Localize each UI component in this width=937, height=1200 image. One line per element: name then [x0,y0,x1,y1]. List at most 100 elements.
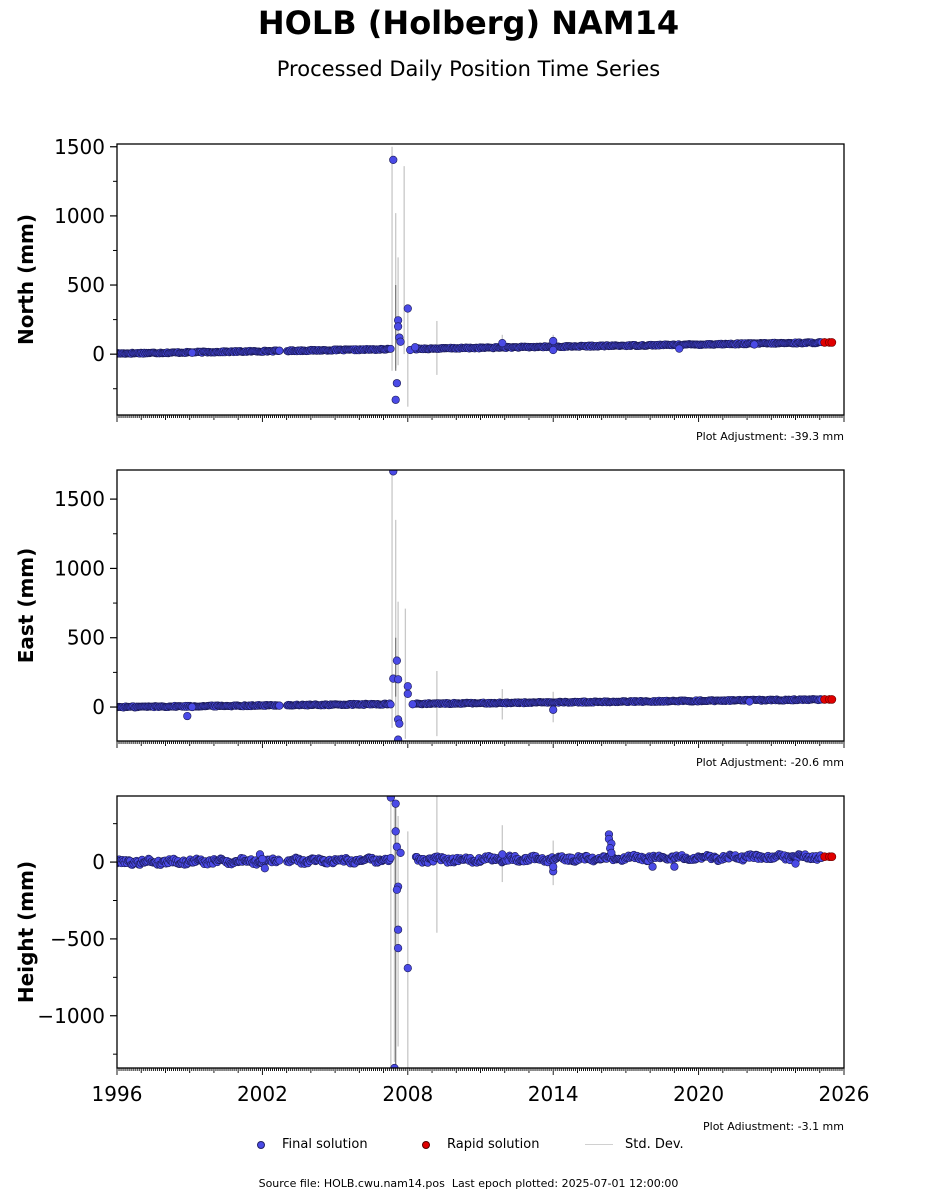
final-point [275,856,284,865]
final-point [403,689,412,698]
plot-area [117,796,837,1068]
y-tick-label: 1500 [54,135,105,159]
legend-stddev: Std. Dev. [585,1137,684,1152]
final-point [549,705,558,714]
final-point [391,395,400,404]
final-point [408,700,417,709]
plot-adjustment-note: Plot Adjustment: -3.1 mm [703,1120,844,1130]
y-tick-label: 1000 [54,204,105,228]
page-title: HOLB (Holberg) NAM14 [257,4,680,42]
y-axis-label: Height (mm) [14,861,38,1003]
final-point [392,379,401,388]
final-point [275,701,284,710]
y-tick-label: 500 [67,273,105,297]
final-point [394,675,403,684]
panel-2: −1000 −500 0 1996 2002 2008 2014 2020 2026 Height… [14,795,870,1130]
y-axis-label: North (mm) [14,214,38,345]
final-point [183,711,192,721]
final-point [392,885,401,894]
final-point [386,853,395,862]
final-solution-band [117,695,826,712]
footer-epoch: Last epoch plotted: 2025-07-01 12:00:00 [451,1177,679,1190]
final-point [745,697,754,706]
final-point [670,862,679,871]
legend-final-marker [257,1140,265,1149]
x-tick-label: 1996 [92,1082,143,1106]
final-point [188,348,197,357]
plot-adjustment-note: Plot Adjustment: -39.3 mm [696,430,844,443]
final-point [410,343,420,352]
final-point [549,345,558,355]
final-point [750,340,759,349]
panel-1: 0 500 1000 1500 East (mm) Plot Adjustment: -2… [14,469,845,769]
final-point [394,735,403,741]
x-tick-label: 2020 [673,1082,724,1106]
final-point [607,848,616,857]
y-axis-label: East (mm) [14,548,38,664]
x-tick-label: 2014 [528,1082,579,1106]
plot-adjustment-note: Plot Adjustment: -20.6 mm [696,756,844,769]
final-point [260,864,269,873]
final-point [386,344,395,353]
x-tick-label: 2008 [382,1082,433,1106]
final-point [403,304,412,313]
final-point [389,470,398,476]
rapid-point [827,852,837,862]
legend-stddev-marker [585,1144,613,1145]
final-point [403,682,412,691]
final-point [392,656,401,665]
x-tick-label: 2026 [819,1082,870,1106]
final-point [392,842,401,851]
footer: Source file: HOLB.cwu.nam14.pos Last epo… [0,1177,937,1190]
y-tick-label: 1500 [54,487,105,511]
page-subtitle: Processed Daily Position Time Series [276,57,661,81]
final-point [549,336,558,346]
legend-stddev-label: Std. Dev. [625,1137,684,1152]
final-point [395,719,404,728]
final-point [394,925,403,934]
legend-rapid: Rapid solution [422,1137,539,1152]
legend-rapid-label: Rapid solution [447,1137,540,1152]
final-point [498,339,507,348]
final-point [386,796,395,802]
final-point [188,702,197,712]
final-point [396,337,405,346]
final-point [549,862,558,871]
chart-svg: 0 500 1000 1500 North (mm) Plot Adjustment: -… [14,135,870,1130]
y-tick-label: 0 [92,695,105,719]
final-point [391,799,400,808]
y-tick-label: 500 [67,626,105,650]
footer-source: Source file: HOLB.cwu.nam14.pos [258,1177,445,1190]
final-point [394,322,403,331]
axes-frame [116,795,845,1069]
final-point [258,854,267,864]
final-point [648,862,657,871]
y-tick-label: 1000 [54,556,105,580]
plot-area [117,470,837,741]
final-point [394,944,403,953]
final-point [386,700,395,709]
rapid-point [827,338,837,347]
final-point [498,850,507,859]
final-solution-band [117,850,826,869]
final-point [275,346,284,355]
legend-rapid-marker [422,1140,430,1149]
panel-0: 0 500 1000 1500 North (mm) Plot Adjustment: -… [14,135,845,443]
plot-area [117,146,837,407]
rapid-point [827,695,837,704]
y-tick-label: 0 [92,342,105,366]
y-tick-label: 0 [92,850,105,874]
final-point [391,827,400,836]
axes-frame [116,143,845,416]
legend: Final solution Rapid solution Std. Dev. [0,1137,937,1157]
final-point [403,964,412,973]
x-tick-label: 2002 [237,1082,288,1106]
legend-final-label: Final solution [282,1137,368,1152]
final-point [389,155,398,165]
y-tick-label: −500 [50,927,105,951]
final-point [791,859,800,868]
final-point [396,848,405,857]
y-tick-label: −1000 [37,1004,105,1028]
legend-final: Final solution [257,1137,368,1152]
